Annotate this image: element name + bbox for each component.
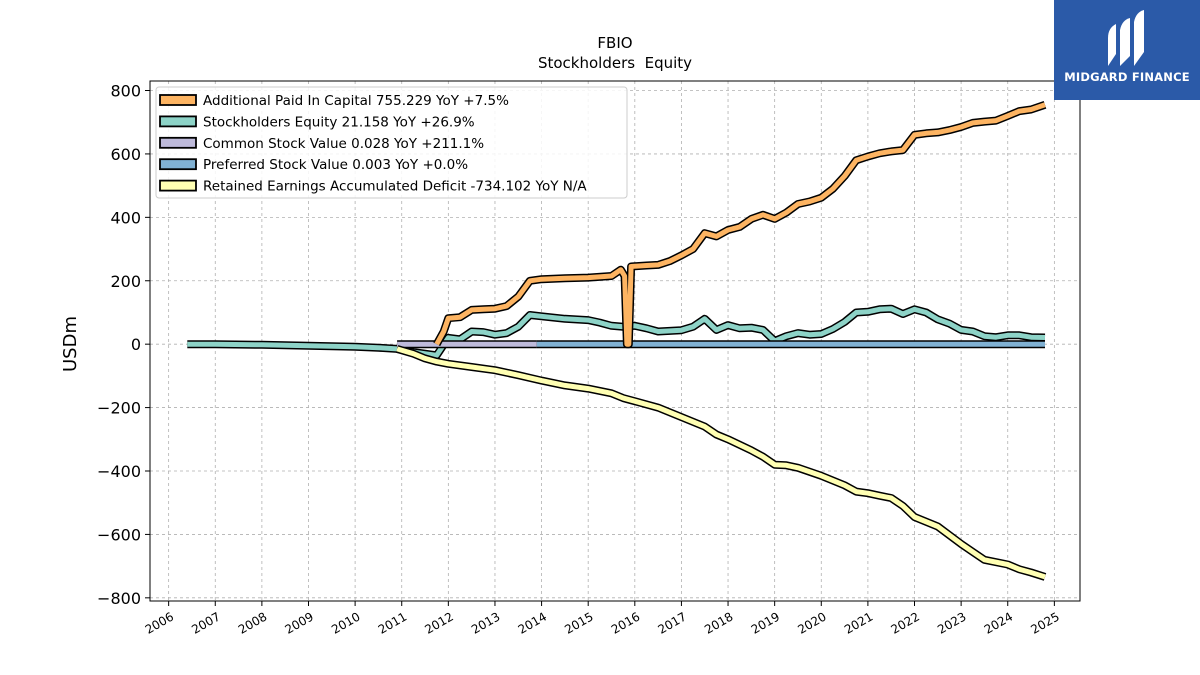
chart-subtitle: Stockholders Equity xyxy=(538,54,692,72)
chart-title: FBIO xyxy=(597,34,632,52)
legend-label: Common Stock Value 0.028 YoY +211.1% xyxy=(203,136,484,152)
legend-swatch xyxy=(159,158,197,171)
legend: Additional Paid In Capital 755.229 YoY +… xyxy=(155,86,628,199)
x-tick-label: 2020 xyxy=(795,609,828,636)
x-tick-label: 2012 xyxy=(422,609,455,636)
x-tick-label: 2011 xyxy=(376,609,409,636)
y-axis-ticks: 800 600 400 200 0 −200 −400 −600 −800 xyxy=(97,82,150,608)
series-lines xyxy=(187,101,1047,581)
x-tick-label: 2019 xyxy=(749,609,782,636)
legend-swatch xyxy=(159,179,197,192)
legend-swatch xyxy=(159,94,197,106)
y-tick-label: −400 xyxy=(97,462,141,481)
x-tick-label: 2015 xyxy=(562,609,595,636)
x-tick-label: 2025 xyxy=(1028,609,1061,636)
legend-label: Retained Earnings Accumulated Deficit -7… xyxy=(203,179,587,195)
x-tick-label: 2008 xyxy=(236,609,269,636)
legend-label: Preferred Stock Value 0.003 YoY +0.0% xyxy=(203,157,468,173)
y-tick-label: 600 xyxy=(110,145,141,164)
x-tick-label: 2018 xyxy=(702,609,735,636)
x-tick-label: 2021 xyxy=(842,609,875,636)
x-tick-label: 2007 xyxy=(189,609,222,636)
x-tick-label: 2023 xyxy=(935,609,968,636)
x-tick-label: 2006 xyxy=(143,609,176,636)
y-tick-label: −600 xyxy=(97,525,141,544)
x-tick-label: 2013 xyxy=(469,609,502,636)
x-tick-label: 2014 xyxy=(516,609,549,636)
x-tick-label: 2010 xyxy=(329,609,362,636)
y-axis-label: USDm xyxy=(60,316,81,372)
plot-frame xyxy=(149,80,1081,602)
brand-name: MIDGARD FINANCE xyxy=(1064,70,1190,84)
legend-swatch xyxy=(159,136,197,149)
x-tick-label: 2017 xyxy=(655,609,688,636)
series-line xyxy=(187,306,1046,358)
legend-label: Additional Paid In Capital 755.229 YoY +… xyxy=(203,93,509,109)
series-line xyxy=(434,102,1046,347)
midgard-logo-icon xyxy=(1108,10,1144,66)
x-tick-label: 2009 xyxy=(283,609,316,636)
y-tick-label: 400 xyxy=(110,208,141,227)
legend-label: Stockholders Equity 21.158 YoY +26.9% xyxy=(203,114,475,130)
x-tick-label: 2024 xyxy=(982,609,1015,636)
x-tick-label: 2016 xyxy=(609,609,642,636)
series-outline xyxy=(395,345,1047,581)
y-tick-label: 200 xyxy=(110,272,141,291)
y-tick-label: −200 xyxy=(97,399,141,418)
y-tick-label: −800 xyxy=(97,589,141,608)
y-tick-label: 0 xyxy=(131,335,141,354)
x-tick-label: 2022 xyxy=(889,609,922,636)
series-line xyxy=(396,346,1046,580)
legend-box xyxy=(155,86,628,199)
legend-swatch xyxy=(159,115,197,128)
y-tick-label: 800 xyxy=(110,82,141,101)
brand-logo: MIDGARD FINANCE xyxy=(1054,0,1200,100)
x-axis-ticks: 2006 2007 2008 2009 2010 2011 2012 2013 2014 2015… xyxy=(143,601,1062,637)
